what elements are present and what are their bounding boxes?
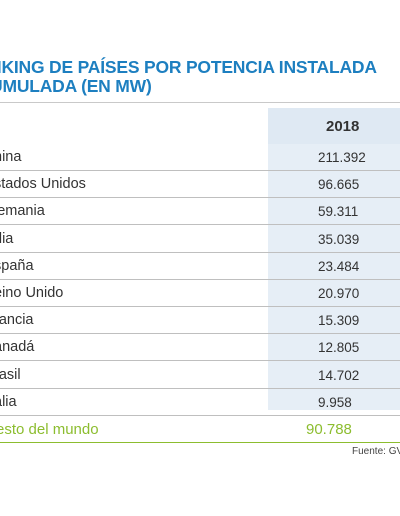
installed-power-value: 59.311 — [318, 204, 359, 220]
row-separator — [0, 414, 400, 416]
country-name: rancia — [0, 312, 34, 329]
source-note: Fuente: GV — [352, 446, 400, 457]
column-header-year: 2018 — [268, 108, 400, 144]
installed-power-value: 23.484 — [318, 258, 360, 274]
table-row: alia 9.958 — [0, 389, 400, 416]
country-name: eino Unido — [0, 285, 64, 301]
table-total-row: esto del mundo 90.788 — [0, 416, 400, 443]
row-separator — [0, 442, 400, 443]
total-value: 90.788 — [306, 421, 352, 438]
installed-power-value: 20.970 — [318, 286, 360, 301]
country-name: alia — [0, 393, 17, 410]
installed-power-value: 9.958 — [318, 394, 352, 410]
table-row: anadá 12.805 — [0, 334, 400, 362]
row-separator — [0, 306, 400, 307]
country-name: stados Unidos — [0, 176, 86, 193]
installed-power-value: 35.039 — [318, 231, 360, 247]
row-separator — [0, 360, 400, 362]
row-separator — [0, 278, 400, 280]
year-column-background — [268, 108, 400, 410]
country-name: rasil — [0, 366, 21, 383]
row-separator — [0, 333, 400, 335]
row-separator — [0, 170, 400, 171]
table-row: hina 211.392 — [0, 144, 400, 171]
country-name: anadá — [0, 339, 35, 356]
row-separator — [0, 387, 400, 389]
header-top-rule — [0, 102, 400, 103]
row-separator — [0, 251, 400, 253]
chart-title-line-1: NKING DE PAÍSES POR POTENCIA INSTALADA — [0, 57, 377, 77]
country-name: spaña — [0, 257, 34, 274]
row-separator — [0, 197, 400, 199]
installed-power-value: 211.392 — [318, 150, 366, 165]
table-row: spaña 23.484 — [0, 253, 400, 280]
row-separator — [0, 224, 400, 226]
installed-power-value: 96.665 — [318, 177, 360, 193]
table-row: rancia 15.309 — [0, 307, 400, 335]
installed-power-value: 12.805 — [318, 340, 360, 356]
installed-power-value: 15.309 — [318, 313, 360, 329]
installed-power-value: 14.702 — [318, 367, 360, 383]
table-row: eino Unido 20.970 — [0, 280, 400, 307]
table-row: rasil 14.702 — [0, 362, 400, 389]
total-label: esto del mundo — [0, 421, 99, 438]
table-row: lemania 59.311 — [0, 198, 400, 226]
chart-title: NKING DE PAÍSES POR POTENCIA INSTALADA U… — [0, 58, 400, 96]
chart-title-line-2: UMULADA (EN MW) — [0, 76, 152, 96]
table-row: stados Unidos 96.665 — [0, 171, 400, 199]
country-name: lemania — [0, 203, 45, 220]
country-name: hina — [0, 149, 22, 165]
country-name: dia — [0, 230, 14, 247]
table-row: dia 35.039 — [0, 226, 400, 253]
